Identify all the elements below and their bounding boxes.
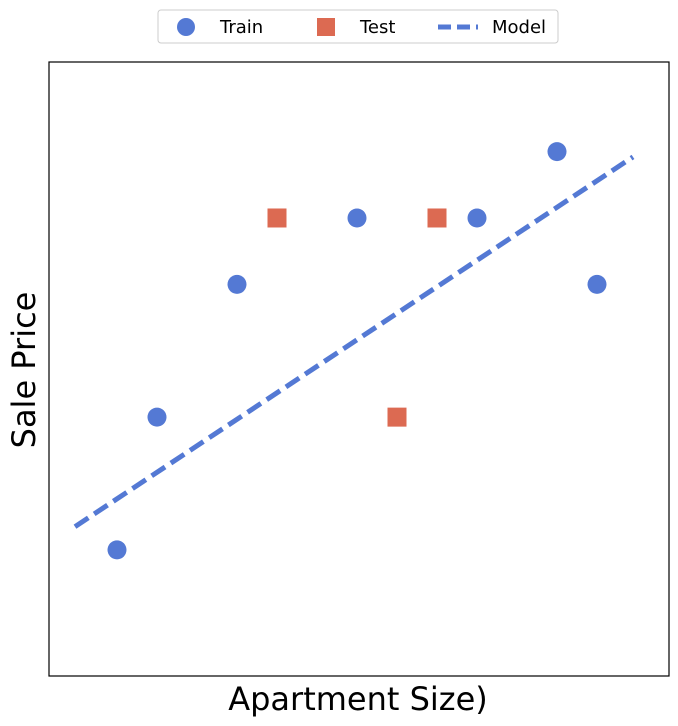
model-line [73,154,635,529]
train-point-2 [147,407,167,427]
plot-area-frame [48,61,670,677]
legend-test-label: Test [359,17,395,38]
legend-train-marker [177,18,195,36]
x-axis-label: Apartment Size) [228,680,488,718]
test-point-1 [267,208,287,228]
train-point-4 [347,208,367,228]
legend-model-label: Model [492,17,546,38]
y-axis-label: Sale Price [5,292,43,449]
train-point-7 [587,274,607,294]
test-point-3 [427,208,447,228]
legend-train-label: Train [219,17,263,38]
train-point-6 [547,142,567,162]
train-point-1 [107,540,127,560]
legend-test-marker [317,18,335,36]
train-point-5 [467,208,487,228]
data-marks [73,142,635,560]
test-point-2 [387,407,407,427]
legend-frame [157,9,559,44]
legend: Train Test Model [157,9,559,44]
train-point-3 [227,274,247,294]
